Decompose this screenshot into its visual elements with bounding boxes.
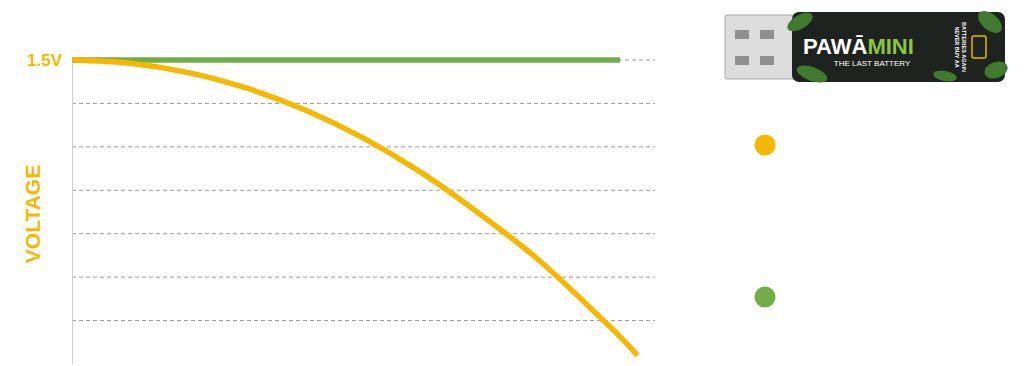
leaf [795, 62, 830, 86]
legend [755, 135, 776, 308]
chart: 1.5V VOLTAGE PAWĀMINITHE LAST BATTERY NEVER… [0, 0, 1024, 366]
grid-line [72, 60, 655, 61]
grid-line [72, 277, 655, 278]
usb-hole [735, 30, 749, 39]
battery-body [792, 12, 1005, 82]
leaf [982, 58, 1010, 81]
grid [72, 60, 655, 321]
brand-part: PAWĀ [803, 34, 867, 59]
tagline: THE LAST BATTERY [834, 59, 911, 68]
grid-line [72, 190, 655, 191]
leaf [932, 69, 957, 83]
usb-connector [725, 15, 797, 79]
grid-line [72, 320, 655, 321]
slogan: BATTERIES AGAIN [961, 22, 967, 72]
series-line [72, 60, 638, 355]
grid-line [72, 103, 655, 104]
brand-part: MINI [867, 34, 913, 59]
plot-area [72, 60, 638, 355]
battery-symbol [972, 36, 986, 58]
y-axis-title: VOLTAGE [21, 165, 44, 263]
grid-line [72, 233, 655, 234]
grid-line [72, 146, 655, 147]
legend-swatch [755, 287, 776, 308]
series-line [72, 57, 620, 63]
tick-label: 1.5V [27, 51, 63, 70]
leaf [974, 7, 1006, 37]
brand: PAWĀMINI [803, 34, 914, 59]
legend-swatch [755, 135, 776, 156]
tick: 1.5V [27, 51, 72, 70]
battery-illustration: PAWĀMINITHE LAST BATTERY NEVER BUY AABATT… [725, 7, 1010, 86]
slogan: NEVER BUY AA [954, 26, 960, 67]
axis-line [72, 61, 73, 365]
usb-hole [760, 30, 774, 39]
usb-hole [735, 56, 749, 65]
usb-hole [760, 56, 774, 65]
leaf [784, 9, 815, 35]
